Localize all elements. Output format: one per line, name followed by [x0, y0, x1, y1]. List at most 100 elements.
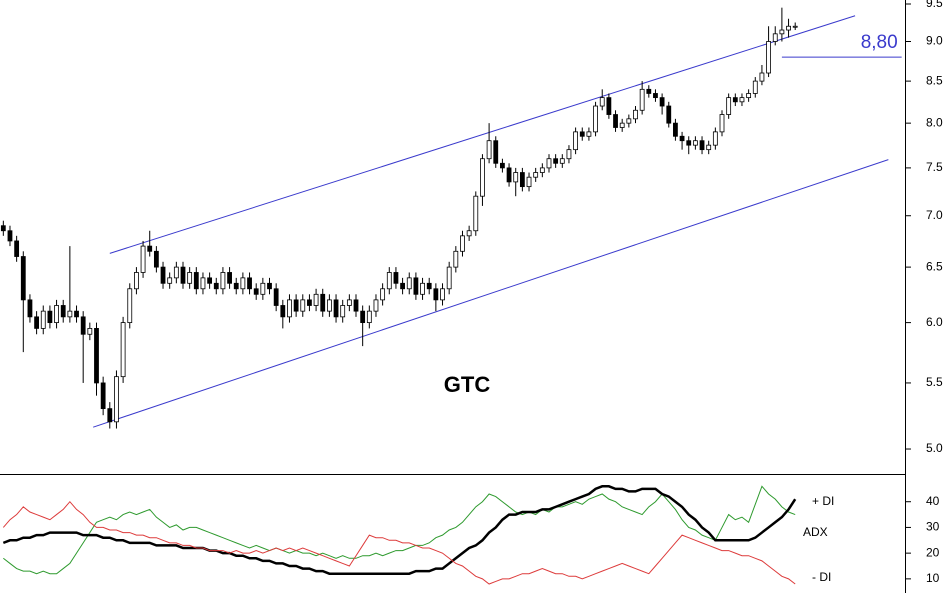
legend-label: ADX [803, 525, 828, 539]
y-tick-label: 5.0 [926, 441, 943, 455]
trend-line [93, 159, 889, 428]
candle-body [107, 408, 113, 423]
candle-body [353, 299, 359, 312]
candle-body [712, 131, 718, 146]
candle-body [260, 282, 266, 295]
candle-body [440, 288, 445, 301]
chart-title: GTC [444, 372, 491, 397]
candle-body [666, 105, 672, 124]
level-label: 8,80 [861, 32, 898, 53]
candle-body [759, 72, 765, 82]
candle-body [320, 293, 326, 312]
candle-body [326, 299, 332, 312]
candle-body [193, 272, 199, 290]
legend-label: + DI [812, 494, 834, 508]
candle-body [180, 266, 186, 284]
candle-body [120, 322, 126, 378]
y-tick-label: 30 [926, 520, 940, 534]
candle-body [346, 299, 352, 306]
y-tick-label: 6.5 [926, 259, 943, 273]
candle-body [14, 240, 20, 257]
candle-body [247, 277, 252, 290]
candle-body [486, 140, 492, 160]
y-tick-label: 7.5 [926, 160, 943, 174]
candle-body [207, 277, 213, 284]
candle-body [433, 288, 439, 301]
candle-body [692, 140, 698, 146]
candle-body [546, 158, 552, 169]
candle-body [579, 131, 585, 137]
candle-body [60, 305, 66, 318]
candle-body [646, 88, 652, 94]
candle-body [400, 282, 405, 290]
candle-body [40, 310, 46, 329]
y-tick-label: 7.0 [926, 208, 943, 222]
candle-body [307, 299, 312, 306]
candle-body [380, 288, 386, 301]
candle-body [752, 80, 758, 94]
candle-body [506, 167, 512, 183]
candle-body [739, 97, 745, 103]
candle-body [7, 230, 13, 242]
candle-body [493, 140, 499, 164]
candle-body [20, 256, 26, 301]
candle-body [54, 305, 59, 324]
candle-body [526, 176, 532, 188]
candle-body [373, 299, 379, 312]
candle-body [0, 225, 6, 232]
y-tick-label: 9.5 [926, 0, 943, 10]
y-tick-label: 20 [926, 545, 940, 559]
candle-body [80, 316, 86, 335]
candle-body [153, 250, 159, 268]
candle-body [160, 266, 166, 284]
indicator-line [2, 485, 797, 575]
candle-body [267, 282, 272, 290]
candle-body [47, 310, 53, 324]
candle-body [779, 29, 785, 35]
y-tick-label: 5.5 [926, 375, 943, 389]
candle-body [606, 97, 612, 115]
candle-body [127, 288, 133, 324]
candle-body [519, 172, 525, 188]
candle-body [27, 299, 33, 318]
candle-body [253, 288, 259, 295]
candle-body [699, 140, 705, 151]
y-tick-label: 6.0 [926, 315, 943, 329]
candle-body [539, 167, 545, 173]
candle-body [300, 299, 306, 312]
candle-body [586, 131, 592, 137]
y-tick-label: 8.5 [926, 73, 943, 87]
candle-body [220, 272, 226, 290]
candle-body [187, 272, 193, 284]
candle-body [366, 310, 372, 324]
candle-body [140, 245, 146, 273]
candle-body [599, 97, 605, 107]
candle-body [94, 328, 99, 384]
candle-body [406, 277, 412, 290]
candle-body [147, 245, 153, 252]
candle-body [679, 135, 685, 142]
candle-body [393, 272, 399, 284]
candle-body [134, 272, 139, 290]
y-tick-label: 40 [926, 494, 940, 508]
candle-body [167, 277, 173, 284]
candle-body [293, 299, 299, 312]
candle-body [233, 282, 239, 290]
candle-body [559, 158, 565, 164]
candle-body [792, 25, 798, 28]
candle-body [280, 305, 286, 318]
candle-body [719, 114, 725, 133]
candle-body [340, 305, 346, 318]
candle-body [200, 277, 206, 290]
candle-body [420, 282, 425, 295]
candle-body [386, 272, 392, 290]
candle-body [460, 235, 465, 252]
candle-body [466, 230, 472, 237]
candle-body [446, 266, 452, 290]
candle-body [593, 105, 598, 133]
candle-body [673, 122, 678, 137]
candle-body [500, 162, 505, 169]
y-tick-label: 10 [926, 571, 940, 585]
candle-body [653, 93, 658, 99]
